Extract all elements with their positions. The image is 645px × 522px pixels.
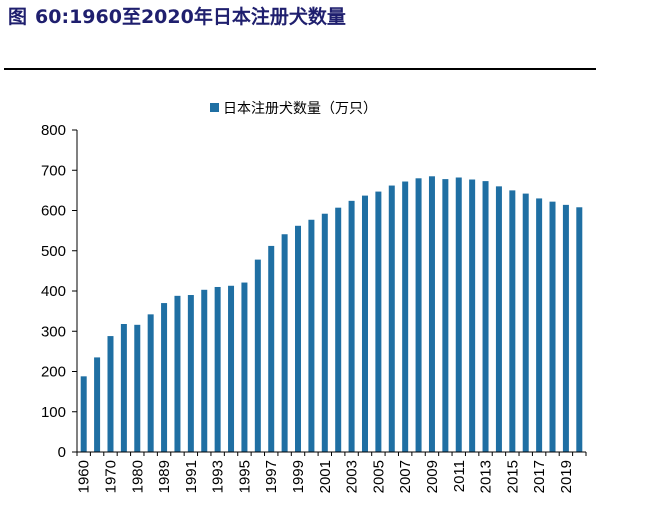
bar xyxy=(442,179,449,453)
bar xyxy=(348,200,355,452)
x-tick-label: 1999 xyxy=(290,460,307,493)
bar xyxy=(509,190,516,453)
legend-label: 日本注册犬数量（万只） xyxy=(223,101,377,117)
bar xyxy=(522,193,529,452)
bar xyxy=(455,177,462,452)
bar xyxy=(94,357,101,452)
bar xyxy=(241,282,248,452)
legend: 日本注册犬数量（万只） xyxy=(210,101,377,117)
y-tick-label: 400 xyxy=(41,283,66,300)
bar xyxy=(361,195,368,453)
bar xyxy=(536,198,543,452)
x-tick-label: 1970 xyxy=(102,460,119,493)
bar xyxy=(321,213,328,452)
x-tick-label: 1993 xyxy=(210,460,227,493)
x-tick-label: 2007 xyxy=(397,460,414,493)
bar xyxy=(402,181,409,452)
figure-number: 60: xyxy=(35,6,70,28)
bar xyxy=(254,259,261,452)
bar xyxy=(134,324,141,452)
bar xyxy=(161,303,168,452)
figure-title-text: 1960至2020年日本注册犬数量 xyxy=(69,6,346,28)
bar xyxy=(174,295,181,452)
x-tick-label: 1960 xyxy=(76,460,93,493)
bar xyxy=(120,324,127,452)
y-tick-label: 800 xyxy=(41,122,66,139)
bar xyxy=(281,234,288,452)
y-tick-label: 200 xyxy=(41,364,66,381)
x-tick-label: 2005 xyxy=(370,460,387,493)
x-tick-label: 1989 xyxy=(156,460,173,493)
bar xyxy=(562,204,569,452)
bar xyxy=(469,179,476,452)
bar xyxy=(201,289,208,452)
bar xyxy=(482,181,489,452)
x-tick-label: 2017 xyxy=(531,460,548,493)
x-tick-label: 1995 xyxy=(236,460,253,493)
bar xyxy=(228,285,235,452)
y-tick-label: 0 xyxy=(58,444,66,461)
bar xyxy=(549,201,556,452)
bar xyxy=(375,191,382,452)
x-tick-label: 1997 xyxy=(263,460,280,493)
y-tick-label: 300 xyxy=(41,323,66,340)
x-tick-label: 2011 xyxy=(451,460,468,492)
title-rule xyxy=(4,68,596,70)
x-tick-label: 1980 xyxy=(129,460,146,493)
bar xyxy=(295,225,302,452)
x-tick-label: 2009 xyxy=(424,460,441,493)
bar xyxy=(147,314,154,452)
bar xyxy=(415,178,422,453)
x-tick-label: 2013 xyxy=(478,460,495,493)
bar xyxy=(335,207,342,452)
y-axis: 0 100 200 300 400 500 600 700 800 xyxy=(41,122,78,461)
y-tick-label: 700 xyxy=(41,162,66,179)
figure-title: 图 60:1960至2020年日本注册犬数量 xyxy=(8,2,346,32)
x-tick-label: 2019 xyxy=(558,460,575,493)
x-tick-label: 2015 xyxy=(504,460,521,493)
x-tick-label: 2001 xyxy=(317,460,334,493)
bar xyxy=(107,336,114,452)
bars xyxy=(80,176,583,453)
x-axis: 1960 1970 1980 1989 1991 1993 1995 1997 1999 2001… xyxy=(76,451,587,493)
figure-label: 图 xyxy=(8,6,28,28)
bar xyxy=(388,185,395,453)
bar xyxy=(428,176,435,453)
bar xyxy=(308,219,315,452)
x-tick-label: 1991 xyxy=(183,460,200,493)
bar xyxy=(268,245,275,452)
legend-swatch xyxy=(210,103,219,112)
bar xyxy=(214,286,221,452)
y-tick-label: 100 xyxy=(41,404,66,421)
bar xyxy=(187,295,194,452)
x-tick-label: 2003 xyxy=(344,460,361,493)
y-tick-label: 500 xyxy=(41,243,66,260)
bar xyxy=(80,376,87,452)
bar xyxy=(495,186,502,452)
y-tick-label: 600 xyxy=(41,203,66,220)
bar xyxy=(576,207,583,452)
